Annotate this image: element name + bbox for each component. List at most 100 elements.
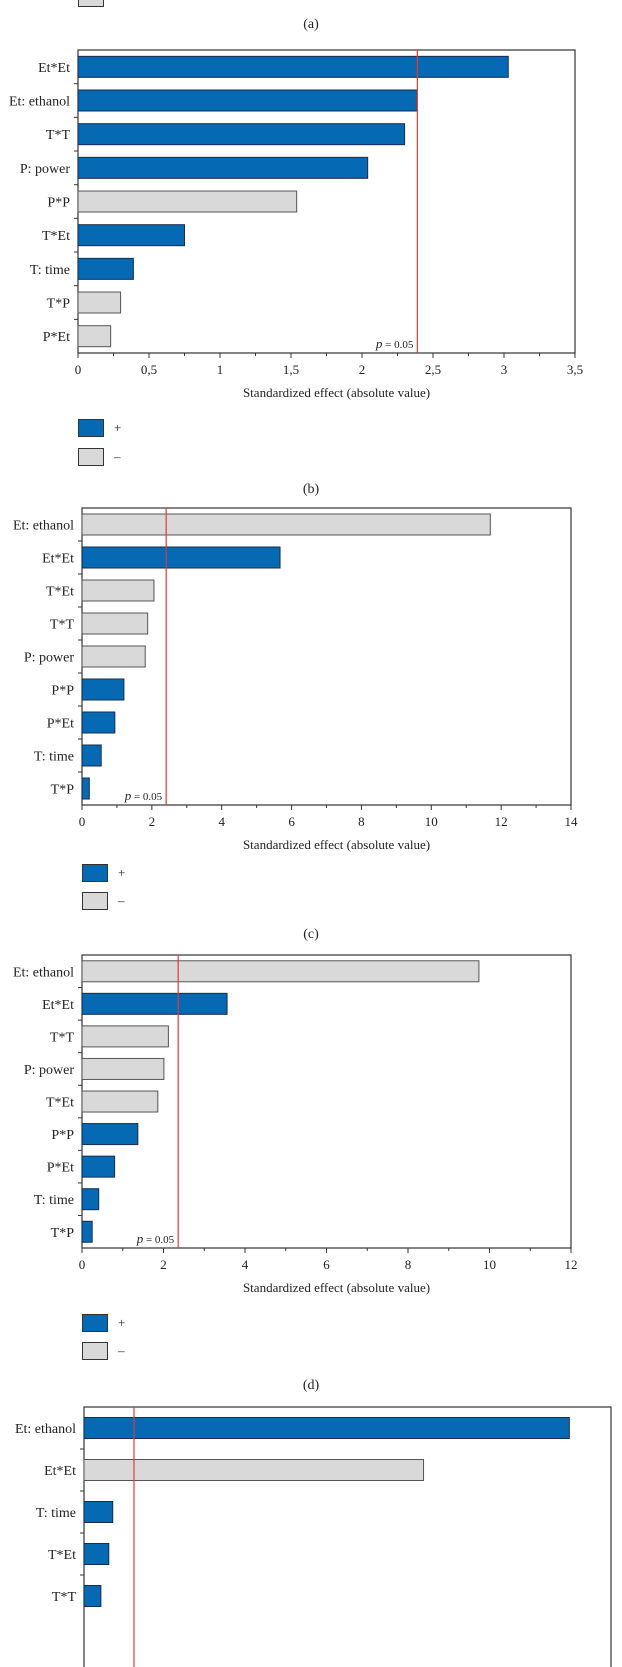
pareto-chart-e: Et: ethanol Et*Et T: time T*Et T*T (15, 1406, 612, 1667)
category-label: P: power (24, 651, 75, 666)
legend-negative: – (82, 1342, 125, 1360)
caption-c: (c) (303, 927, 319, 942)
bar-et-ethanol (77, 89, 418, 112)
bar-et-ethanol (81, 960, 480, 983)
legend-swatch-positive (82, 864, 108, 882)
bar-t-t (81, 1025, 169, 1048)
bar-et-ethanol (83, 1417, 570, 1439)
category-label: Et: ethanol (13, 965, 74, 980)
bar-p-p (77, 190, 298, 213)
threshold-label-p: p (136, 1231, 144, 1246)
bar-t-t (77, 123, 406, 146)
legend-label-positive: + (118, 1315, 126, 1330)
category-label: T*P (47, 297, 71, 312)
x-axis-label: Standardized effect (absolute value) (243, 385, 430, 400)
category-label: P*Et (47, 1161, 74, 1176)
bar-t-p (81, 777, 90, 800)
x-tick-label: 0 (79, 1257, 86, 1272)
x-tick-label: 10 (425, 814, 438, 829)
category-label: T*T (50, 1030, 75, 1045)
bar-t-et (77, 224, 185, 247)
x-tick-label: 8 (358, 814, 365, 829)
x-tick-label: 10 (483, 1257, 496, 1272)
bar-et-ethanol (81, 513, 491, 536)
x-tick-label: 3 (501, 362, 508, 377)
category-label: P*Et (47, 717, 74, 732)
category-label: Et: ethanol (13, 519, 74, 534)
category-label: T*P (51, 783, 75, 798)
category-label: Et*Et (44, 1464, 76, 1479)
category-label: T*P (51, 1226, 75, 1241)
bar-p-p (81, 678, 125, 701)
bar-t-p (81, 1220, 93, 1243)
category-label: T: time (30, 263, 70, 278)
x-tick-label: 1 (217, 362, 224, 377)
category-label: Et*Et (42, 552, 74, 567)
bar-t-time (77, 257, 134, 280)
category-label: P: power (20, 162, 71, 177)
category-label: T*Et (46, 1096, 74, 1111)
bar-t-time (81, 744, 102, 767)
threshold-label-value: = 0.05 (382, 339, 413, 351)
category-label: T*Et (46, 585, 74, 600)
x-tick-label: 0 (79, 814, 86, 829)
legend-swatch-negative (78, 0, 104, 7)
category-label: T: time (34, 750, 74, 765)
x-tick-label: 12 (565, 1257, 578, 1272)
bar-et-et (81, 546, 281, 569)
legend-positive: + (78, 419, 121, 437)
bar-p-power (81, 1057, 165, 1080)
x-tick-label: 3,5 (567, 362, 583, 377)
bar-p-et (77, 325, 112, 348)
x-tick-label: 2 (149, 814, 156, 829)
bar-et-et (83, 1459, 425, 1481)
legend-swatch-positive (78, 419, 104, 437)
legend-label-negative: – (118, 893, 125, 908)
threshold-label: p = 0.05 (124, 788, 163, 803)
x-axis-label: Standardized effect (absolute value) (243, 1280, 430, 1295)
x-tick-label: 2 (359, 362, 366, 377)
pareto-chart-b: Et*Et Et: ethanol T*T P: power P*P T*Et T: tim… (9, 49, 583, 400)
bar-t-et (83, 1543, 110, 1565)
x-axis-label: Standardized effect (absolute value) (243, 837, 430, 852)
x-tick-label: 4 (242, 1257, 249, 1272)
caption-b: (b) (302, 482, 320, 497)
x-tick-label: 0,5 (141, 362, 157, 377)
category-label: Et: ethanol (9, 95, 70, 110)
category-label: T: time (34, 1193, 74, 1208)
legend-positive: + (82, 864, 125, 882)
caption-a: (a) (303, 17, 319, 32)
x-tick-label: 12 (495, 814, 508, 829)
bar-t-t (81, 612, 149, 635)
x-tick-label: 6 (288, 814, 295, 829)
bar-t-et (81, 579, 155, 602)
category-label: Et*Et (38, 61, 70, 76)
category-label: T*T (46, 128, 71, 143)
category-label: Et: ethanol (15, 1422, 76, 1437)
legend-swatch-negative (82, 1342, 108, 1360)
threshold-label: p = 0.05 (136, 1231, 175, 1246)
threshold-label-p: p (375, 336, 383, 351)
bar-et-et (81, 992, 228, 1015)
bar-p-power (77, 156, 369, 179)
legend-negative: – (78, 448, 121, 466)
x-tick-label: 14 (565, 814, 579, 829)
x-tick-label: 2 (160, 1257, 167, 1272)
threshold-label-value: = 0.05 (131, 791, 162, 803)
legend-positive: + (82, 1314, 125, 1332)
bar-t-p (77, 291, 122, 314)
legend-negative-partial (78, 0, 114, 7)
category-label: T*T (50, 618, 75, 633)
x-tick-label: 8 (405, 1257, 412, 1272)
bar-t-et (81, 1090, 159, 1113)
pareto-chart-d: Et: ethanol Et*Et T*T P: power T*Et P*P P*Et T:… (13, 954, 578, 1295)
pareto-chart-c: Et: ethanol Et*Et T*Et T*T P: power P*P P*Et T:… (13, 507, 578, 852)
category-label: P*P (51, 1128, 74, 1143)
category-label: P: power (24, 1063, 75, 1078)
x-tick-label: 1,5 (283, 362, 299, 377)
legend-swatch-negative (78, 448, 104, 466)
legend-negative: – (82, 892, 125, 910)
caption-d: (d) (302, 1378, 320, 1393)
x-tick-label: 0 (75, 362, 82, 377)
legend-label-negative: – (118, 1343, 125, 1358)
